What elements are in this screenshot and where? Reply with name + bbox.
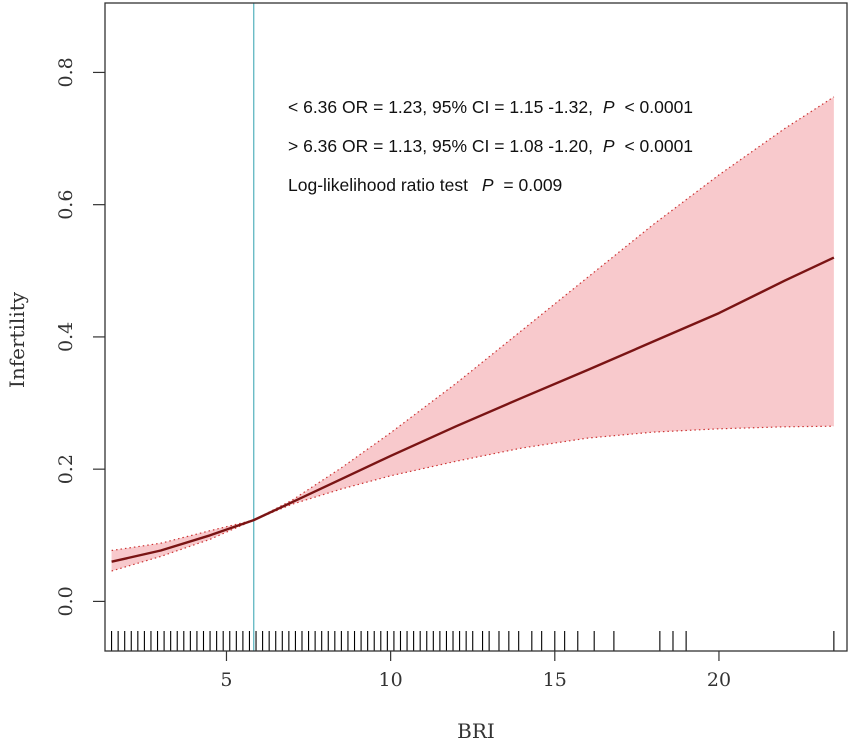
lower-ci-line [111,425,834,572]
axes-layer: 5 10 15 20 0.0 0.2 0.4 0.6 0.8 [55,57,731,691]
x-tick-label-1: 10 [379,669,403,691]
plot-frame [104,2,848,652]
annotation-2-tail: < 0.0001 [624,136,693,156]
annotation-2-p: P [603,136,615,156]
annotation-3-lead: Log-likelihood ratio test [288,175,468,195]
y-axis-title: Infertility [5,291,29,388]
annotation-3-p: P [482,175,494,195]
x-tick-label-3: 20 [707,669,731,691]
upper-ci-line [111,96,835,552]
y-tick-label-0: 0.0 [55,586,77,616]
fitted-curve [111,256,835,563]
y-tick-label-1: 0.2 [55,454,77,484]
fitted-curve-layer [111,256,835,563]
annotation-2-lead: > 6.36 OR = 1.13, 95% CI = 1.08 -1.20, [288,136,593,156]
annotation-3-tail: = 0.009 [503,175,562,195]
annotation-1-tail: < 0.0001 [624,97,693,117]
y-tick-label-3: 0.6 [55,190,77,220]
x-tick-label-0: 5 [220,669,232,691]
x-axis-title: BRI [457,719,495,743]
annotation-1-lead: < 6.36 OR = 1.23, 95% CI = 1.15 -1.32, [288,97,593,117]
confidence-band-layer [111,96,835,572]
rug-layer [111,631,835,651]
annotation-line-1: < 6.36 OR = 1.23, 95% CI = 1.15 -1.32, P… [288,97,693,117]
y-tick-label-2: 0.4 [55,322,77,352]
confidence-band [111,96,834,571]
annotation-1-p: P [603,97,615,117]
y-tick-label-4: 0.8 [55,57,77,87]
annotation-line-2: > 6.36 OR = 1.13, 95% CI = 1.08 -1.20, P… [288,136,693,156]
x-tick-label-2: 15 [543,669,567,691]
annotation-line-3: Log-likelihood ratio test P = 0.009 [288,175,562,195]
